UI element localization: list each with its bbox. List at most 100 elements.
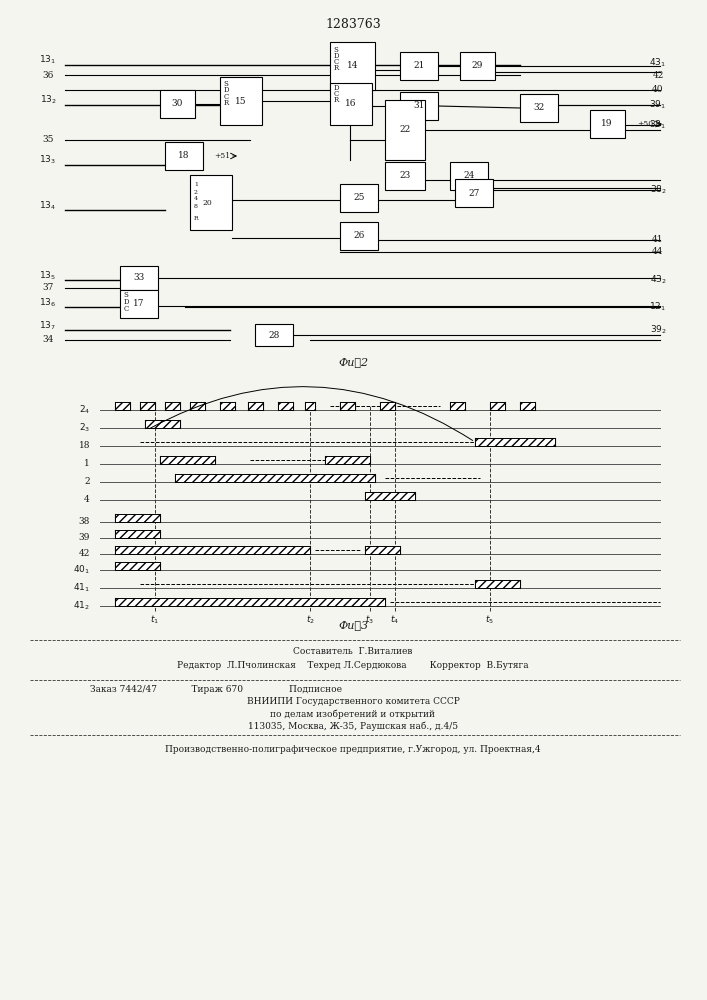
Bar [165, 142, 203, 170]
Text: C: C [334, 58, 339, 66]
Bar [450, 162, 488, 190]
Bar [325, 456, 370, 464]
Text: 23: 23 [399, 172, 411, 180]
Text: 27: 27 [468, 188, 479, 198]
Bar [160, 456, 215, 464]
Text: 34: 34 [42, 336, 54, 344]
Bar [365, 546, 400, 554]
Bar [490, 402, 505, 410]
Text: $13_6$: $13_6$ [40, 297, 57, 309]
Text: 2: 2 [84, 478, 90, 487]
Bar [165, 402, 180, 410]
Text: S: S [334, 46, 339, 54]
Bar [450, 402, 465, 410]
Text: $40_1$: $40_1$ [73, 564, 90, 576]
Text: 20: 20 [202, 199, 212, 207]
Text: 19: 19 [601, 119, 613, 128]
Bar [380, 402, 395, 410]
Text: $13_3$: $13_3$ [40, 154, 57, 166]
Text: S: S [124, 291, 129, 299]
Text: 4: 4 [84, 495, 90, 504]
Text: C: C [223, 93, 228, 101]
Text: R: R [334, 64, 339, 72]
Bar [248, 402, 263, 410]
Bar [340, 222, 378, 250]
Text: 26: 26 [354, 232, 365, 240]
Bar [115, 598, 385, 606]
Text: 8: 8 [194, 204, 198, 209]
Text: $t_1$: $t_1$ [151, 614, 160, 626]
Text: $12_1$: $12_1$ [650, 301, 667, 313]
Bar [385, 100, 425, 160]
Bar [305, 402, 315, 410]
Text: $43_1$: $43_1$ [650, 57, 667, 69]
Text: 28: 28 [269, 330, 280, 340]
Bar [590, 110, 625, 138]
Text: +50: +50 [637, 120, 653, 128]
Text: C: C [334, 90, 339, 98]
Text: 41: 41 [653, 235, 664, 244]
Text: $t_4$: $t_4$ [390, 614, 399, 626]
Text: 21: 21 [414, 62, 425, 70]
Bar [190, 402, 205, 410]
Text: $41_1$: $41_1$ [73, 582, 90, 594]
Bar [175, 474, 375, 482]
Text: $t_2$: $t_2$ [305, 614, 315, 626]
Bar [455, 179, 493, 207]
Bar [460, 52, 495, 80]
Text: Заказ 7442/47            Тираж 670                Подписное: Заказ 7442/47 Тираж 670 Подписное [90, 686, 342, 694]
Text: $t_5$: $t_5$ [486, 614, 494, 626]
Bar [385, 162, 425, 190]
Bar [160, 90, 195, 118]
Text: 39: 39 [78, 534, 90, 542]
Text: C: C [124, 305, 129, 313]
Bar [115, 562, 160, 570]
Text: $t_3$: $t_3$ [366, 614, 375, 626]
Text: 32: 32 [533, 104, 544, 112]
Text: $41_2$: $41_2$ [73, 600, 90, 612]
Bar [340, 402, 355, 410]
Text: $13_7$: $13_7$ [40, 320, 57, 332]
Text: 30: 30 [171, 100, 182, 108]
Bar [255, 324, 293, 346]
Text: Фи⸖3: Фи⸖3 [338, 620, 368, 630]
Bar [115, 514, 160, 522]
Text: D: D [333, 84, 339, 92]
Text: 37: 37 [42, 284, 54, 292]
Text: 1: 1 [84, 460, 90, 468]
Bar [115, 402, 130, 410]
Bar [220, 77, 262, 125]
Text: 113035, Москва, Ж-35, Раушская наб., д.4/5: 113035, Москва, Ж-35, Раушская наб., д.4… [248, 721, 458, 731]
Text: D: D [223, 86, 229, 94]
Bar [145, 420, 180, 428]
Text: R: R [194, 216, 198, 221]
Text: 36: 36 [42, 70, 54, 80]
Text: $13_2$: $13_2$ [40, 94, 57, 106]
Text: 18: 18 [178, 151, 189, 160]
Text: 38: 38 [78, 518, 90, 526]
Bar [115, 530, 160, 538]
Text: 17: 17 [133, 300, 145, 308]
Bar [220, 402, 235, 410]
Bar [400, 52, 438, 80]
Bar [140, 402, 155, 410]
Text: $38_2$: $38_2$ [650, 184, 667, 196]
Text: $39_1$: $39_1$ [650, 99, 667, 111]
Text: 14: 14 [347, 62, 358, 70]
Text: Производственно-полиграфическое предприятие, г.Ужгород, ул. Проектная,4: Производственно-полиграфическое предприя… [165, 746, 541, 754]
Bar [365, 492, 415, 500]
Text: 4: 4 [194, 196, 198, 202]
Bar [190, 175, 232, 230]
Text: 1283763: 1283763 [325, 18, 381, 31]
Text: R: R [223, 99, 228, 107]
Text: $2_4$: $2_4$ [78, 404, 90, 416]
Text: 29: 29 [472, 62, 483, 70]
Text: Составитель  Г.Виталиев: Составитель Г.Виталиев [293, 647, 413, 656]
Text: $39_2$: $39_2$ [650, 324, 667, 336]
Text: $13_1$: $13_1$ [40, 54, 57, 66]
Text: 16: 16 [345, 100, 357, 108]
Text: 22: 22 [399, 125, 411, 134]
Text: 18: 18 [78, 442, 90, 450]
Text: Редактор  Л.Пчолинская    Техред Л.Сердюкова        Корректор  В.Бутяга: Редактор Л.Пчолинская Техред Л.Сердюкова… [177, 660, 529, 670]
Text: 25: 25 [354, 194, 365, 202]
